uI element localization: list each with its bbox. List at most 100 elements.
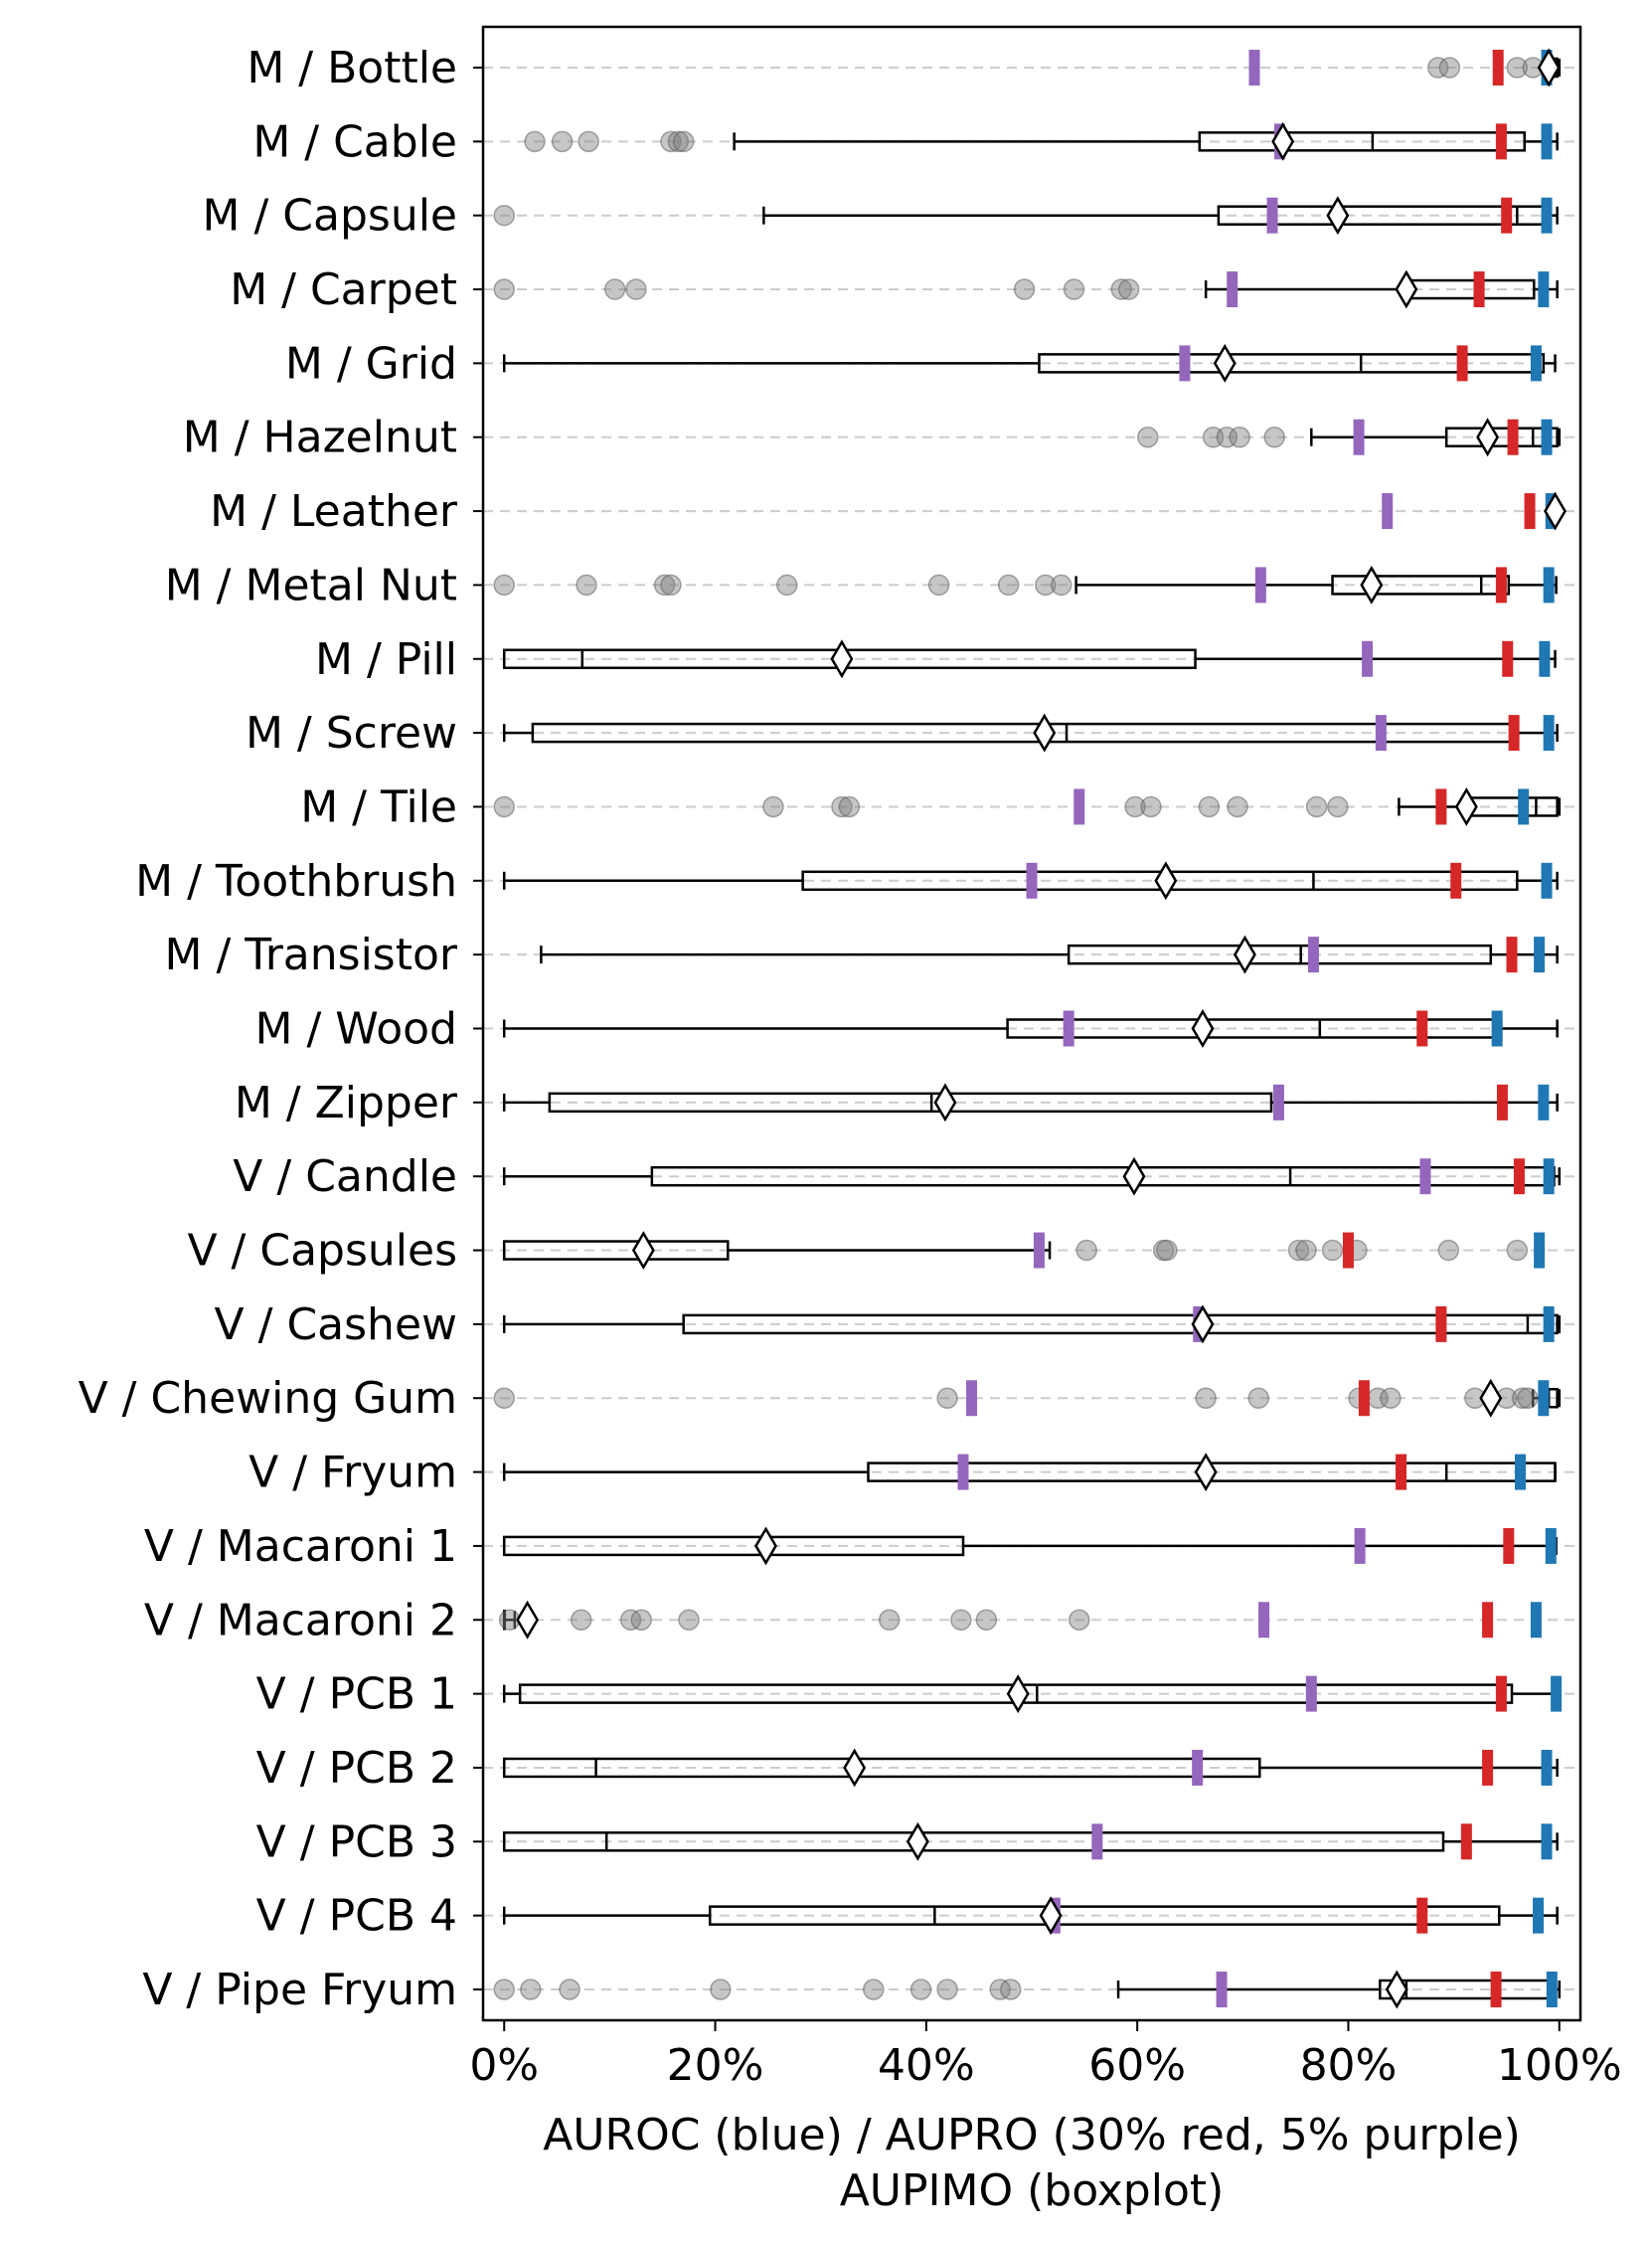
outlier-point — [831, 795, 853, 818]
outlier-point — [667, 130, 690, 153]
mean-diamond — [933, 1083, 957, 1122]
outlier-point — [1437, 1239, 1460, 1262]
outlier-point — [625, 278, 647, 300]
mean-diamond — [1194, 1453, 1218, 1492]
mean-diamond — [1122, 1156, 1146, 1196]
outlier-point — [493, 278, 515, 300]
auroc-marker — [1541, 419, 1553, 455]
outlier-point — [863, 1979, 885, 2000]
row-v-macaroni-2 — [498, 1600, 1542, 1639]
outlier-point — [927, 574, 950, 597]
aupro-5-marker — [1227, 271, 1239, 308]
category-label-m-screw: M / Screw — [246, 708, 457, 759]
row-v-macaroni-1 — [502, 1526, 1558, 1566]
auroc-marker — [1543, 715, 1555, 752]
outlier-point — [838, 795, 861, 818]
mean-diamond — [1544, 491, 1567, 531]
outlier-point — [1075, 1239, 1097, 1262]
box-iqr — [1067, 944, 1493, 965]
outlier-point — [578, 130, 599, 153]
row-m-wood — [502, 1009, 1559, 1048]
aupro-30-marker — [1490, 1972, 1502, 2007]
category-label-m-carpet: M / Carpet — [230, 264, 457, 315]
outlier-point — [1156, 1239, 1178, 1262]
auroc-marker — [1541, 123, 1553, 160]
outlier-point — [570, 1609, 592, 1632]
aupro-30-marker — [1482, 1749, 1494, 1786]
x-tick-label: 60% — [1088, 2040, 1186, 2091]
aupro-30-marker — [1396, 1454, 1407, 1490]
auroc-marker — [1543, 1158, 1555, 1195]
outlier-point — [1069, 1609, 1090, 1632]
x-axis-label-line1: AUROC (blue) / AUPRO (30% red, 5% purple… — [543, 2110, 1521, 2160]
row-m-leather — [1382, 491, 1567, 531]
outlier-point — [1110, 278, 1132, 300]
mean-diamond — [1326, 196, 1350, 236]
auroc-marker — [1518, 788, 1530, 825]
row-m-screw — [502, 713, 1559, 753]
auroc-marker — [1543, 1305, 1555, 1342]
aupro-30-marker — [1492, 50, 1504, 86]
mean-diamond — [1537, 48, 1561, 87]
outlier-point — [975, 1609, 998, 1632]
outlier-point — [1063, 278, 1085, 300]
row-v-pipe-fryum — [493, 1970, 1562, 2009]
aupro-5-marker — [1074, 788, 1085, 825]
auroc-marker — [1541, 1823, 1553, 1860]
auroc-marker — [1538, 1084, 1550, 1120]
box-iqr — [708, 1905, 1501, 1926]
x-tick-label: 20% — [667, 2040, 764, 2091]
category-label-m-toothbrush: M / Toothbrush — [135, 856, 457, 907]
mean-diamond — [1039, 1896, 1063, 1936]
mean-diamond — [1033, 713, 1057, 753]
row-m-grid — [502, 343, 1557, 383]
outlier-point — [950, 1609, 972, 1632]
aupro-30-marker — [1342, 1232, 1354, 1269]
outlier-point — [576, 574, 597, 597]
mean-diamond — [1395, 269, 1418, 309]
mean-diamond — [843, 1748, 867, 1788]
row-v-pcb-4 — [502, 1896, 1559, 1936]
category-label-m-transistor: M / Transistor — [165, 930, 458, 980]
category-label-m-bottle: M / Bottle — [247, 43, 457, 93]
auroc-marker — [1530, 1602, 1542, 1638]
outlier-point — [1327, 795, 1349, 818]
aupro-5-marker — [1026, 862, 1038, 899]
auroc-marker — [1533, 1897, 1545, 1934]
outlier-point — [493, 795, 515, 818]
row-m-bottle — [1248, 48, 1562, 87]
category-label-v-candle: V / Candle — [233, 1151, 457, 1202]
category-label-m-leather: M / Leather — [210, 486, 458, 537]
row-m-transistor — [540, 935, 1559, 974]
outlier-point — [524, 130, 546, 153]
outlier-point — [1050, 574, 1073, 597]
aupro-5-marker — [1216, 1972, 1228, 2007]
row-m-cable — [524, 121, 1559, 161]
category-label-m-hazelnut: M / Hazelnut — [183, 413, 457, 463]
auroc-marker — [1543, 567, 1555, 603]
outlier-point — [1511, 1387, 1534, 1409]
outlier-point — [909, 1979, 932, 2000]
auroc-marker — [1538, 271, 1550, 308]
row-m-hazelnut — [1137, 418, 1562, 457]
outlier-point — [775, 574, 798, 597]
row-m-metal-nut — [493, 565, 1558, 604]
outlier-point — [1216, 426, 1239, 448]
aupro-5-marker — [1063, 1010, 1074, 1047]
outlier-point — [1140, 795, 1162, 818]
box-iqr — [1331, 575, 1511, 596]
aupro-5-marker — [1254, 567, 1266, 603]
outlier-point — [1287, 1239, 1310, 1262]
mean-diamond — [1385, 1970, 1408, 2009]
mean-diamond — [1191, 1009, 1215, 1048]
outlier-point — [653, 574, 676, 597]
box-iqr — [502, 1757, 1261, 1779]
box-iqr — [682, 1313, 1559, 1335]
outlier-point — [878, 1609, 901, 1632]
outlier-point — [1227, 795, 1248, 818]
outlier-point — [1137, 426, 1159, 448]
outlier-point — [762, 795, 784, 818]
outlier-point — [493, 1979, 515, 2000]
outlier-point — [678, 1609, 700, 1632]
aupro-5-marker — [1354, 1527, 1366, 1564]
